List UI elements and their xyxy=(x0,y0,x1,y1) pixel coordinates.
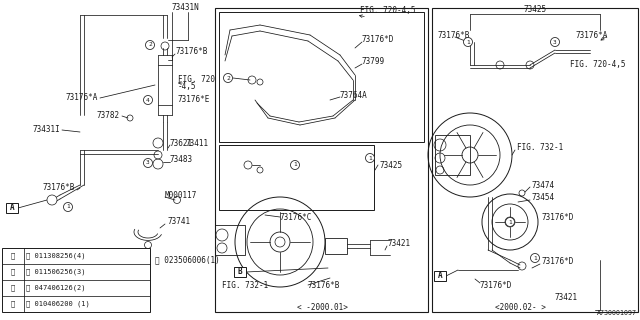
Text: 73176*D: 73176*D xyxy=(480,281,513,290)
Bar xyxy=(432,8,638,312)
Text: Ⓑ 047406126(2): Ⓑ 047406126(2) xyxy=(26,285,86,291)
Text: Ⓑ 010406200 (1): Ⓑ 010406200 (1) xyxy=(26,301,90,307)
Bar xyxy=(434,271,446,281)
Text: 73176*B: 73176*B xyxy=(43,183,75,193)
Text: 2: 2 xyxy=(226,76,230,81)
Bar xyxy=(6,203,18,213)
Text: A: A xyxy=(438,271,442,281)
Text: 73483: 73483 xyxy=(170,156,193,164)
Text: B: B xyxy=(237,268,243,276)
Circle shape xyxy=(47,195,57,205)
Text: ②: ② xyxy=(11,269,15,275)
Bar xyxy=(219,12,424,142)
Text: 2: 2 xyxy=(148,43,152,47)
Circle shape xyxy=(143,95,152,105)
Text: 73764A: 73764A xyxy=(340,91,368,100)
Text: ①: ① xyxy=(11,253,15,259)
Text: ③: ③ xyxy=(11,285,15,291)
Text: 1: 1 xyxy=(66,204,70,210)
Text: FIG. 732-1: FIG. 732-1 xyxy=(517,143,563,153)
Text: 73176*E: 73176*E xyxy=(178,95,211,105)
Text: FIG. 720: FIG. 720 xyxy=(178,76,215,84)
Text: 73741: 73741 xyxy=(168,218,191,227)
Bar xyxy=(2,248,150,312)
Text: 73176*D: 73176*D xyxy=(362,36,394,44)
Text: 73431I: 73431I xyxy=(32,125,60,134)
Circle shape xyxy=(223,74,232,83)
Bar xyxy=(234,267,246,277)
Circle shape xyxy=(291,161,300,170)
Text: 73176*B: 73176*B xyxy=(438,30,470,39)
Text: Ⓑ 011506256(3): Ⓑ 011506256(3) xyxy=(26,269,86,275)
Text: 3: 3 xyxy=(553,39,557,44)
Text: Ⓑ 011308256(4): Ⓑ 011308256(4) xyxy=(26,253,86,259)
Circle shape xyxy=(550,37,559,46)
Text: 73782: 73782 xyxy=(97,111,120,121)
Text: 73474: 73474 xyxy=(532,180,555,189)
Text: 73799: 73799 xyxy=(362,58,385,67)
Text: 1: 1 xyxy=(466,39,470,44)
Text: 73411: 73411 xyxy=(185,139,208,148)
Text: 73176*C: 73176*C xyxy=(280,213,312,222)
Text: 1: 1 xyxy=(533,255,537,260)
Text: 73176*D: 73176*D xyxy=(542,258,574,267)
Text: 73176*A: 73176*A xyxy=(575,30,607,39)
Text: 73431N: 73431N xyxy=(171,4,199,12)
Text: FIG. 732-1: FIG. 732-1 xyxy=(222,282,268,291)
Text: 3: 3 xyxy=(146,161,150,165)
Text: 1: 1 xyxy=(368,156,372,161)
Text: 4: 4 xyxy=(146,98,150,102)
Bar xyxy=(219,145,374,210)
Text: 73176*B: 73176*B xyxy=(175,47,207,57)
Text: FIG. 720-4,5: FIG. 720-4,5 xyxy=(360,5,415,14)
Bar xyxy=(215,225,245,255)
Text: 1: 1 xyxy=(293,163,297,167)
Text: 1: 1 xyxy=(508,220,512,225)
Circle shape xyxy=(145,41,154,50)
Circle shape xyxy=(365,154,374,163)
Bar xyxy=(325,238,347,254)
Circle shape xyxy=(63,203,72,212)
Text: 73425: 73425 xyxy=(524,5,547,14)
Circle shape xyxy=(531,253,540,262)
Text: A730001097: A730001097 xyxy=(597,310,637,316)
Text: -4,5: -4,5 xyxy=(178,83,196,92)
Text: Ⓝ 023506006(1): Ⓝ 023506006(1) xyxy=(155,255,220,265)
Bar xyxy=(215,8,428,312)
Text: FIG. 720-4,5: FIG. 720-4,5 xyxy=(570,60,625,69)
Text: 73421: 73421 xyxy=(388,239,411,249)
Text: 73176*D: 73176*D xyxy=(542,213,574,222)
Bar xyxy=(435,135,470,175)
Circle shape xyxy=(506,218,515,227)
Text: 73454: 73454 xyxy=(532,194,555,203)
Text: A: A xyxy=(10,204,14,212)
Circle shape xyxy=(143,158,152,167)
Text: ④: ④ xyxy=(11,301,15,307)
Text: < -2000.01>: < -2000.01> xyxy=(296,302,348,311)
Text: 73176*B: 73176*B xyxy=(308,282,340,291)
Circle shape xyxy=(463,37,472,46)
Text: 73176*A: 73176*A xyxy=(66,93,98,102)
Text: 73421: 73421 xyxy=(555,293,578,302)
Text: M000117: M000117 xyxy=(165,190,197,199)
Text: 73425: 73425 xyxy=(380,161,403,170)
Text: 73621: 73621 xyxy=(170,139,193,148)
Text: <2000.02- >: <2000.02- > xyxy=(495,302,545,311)
